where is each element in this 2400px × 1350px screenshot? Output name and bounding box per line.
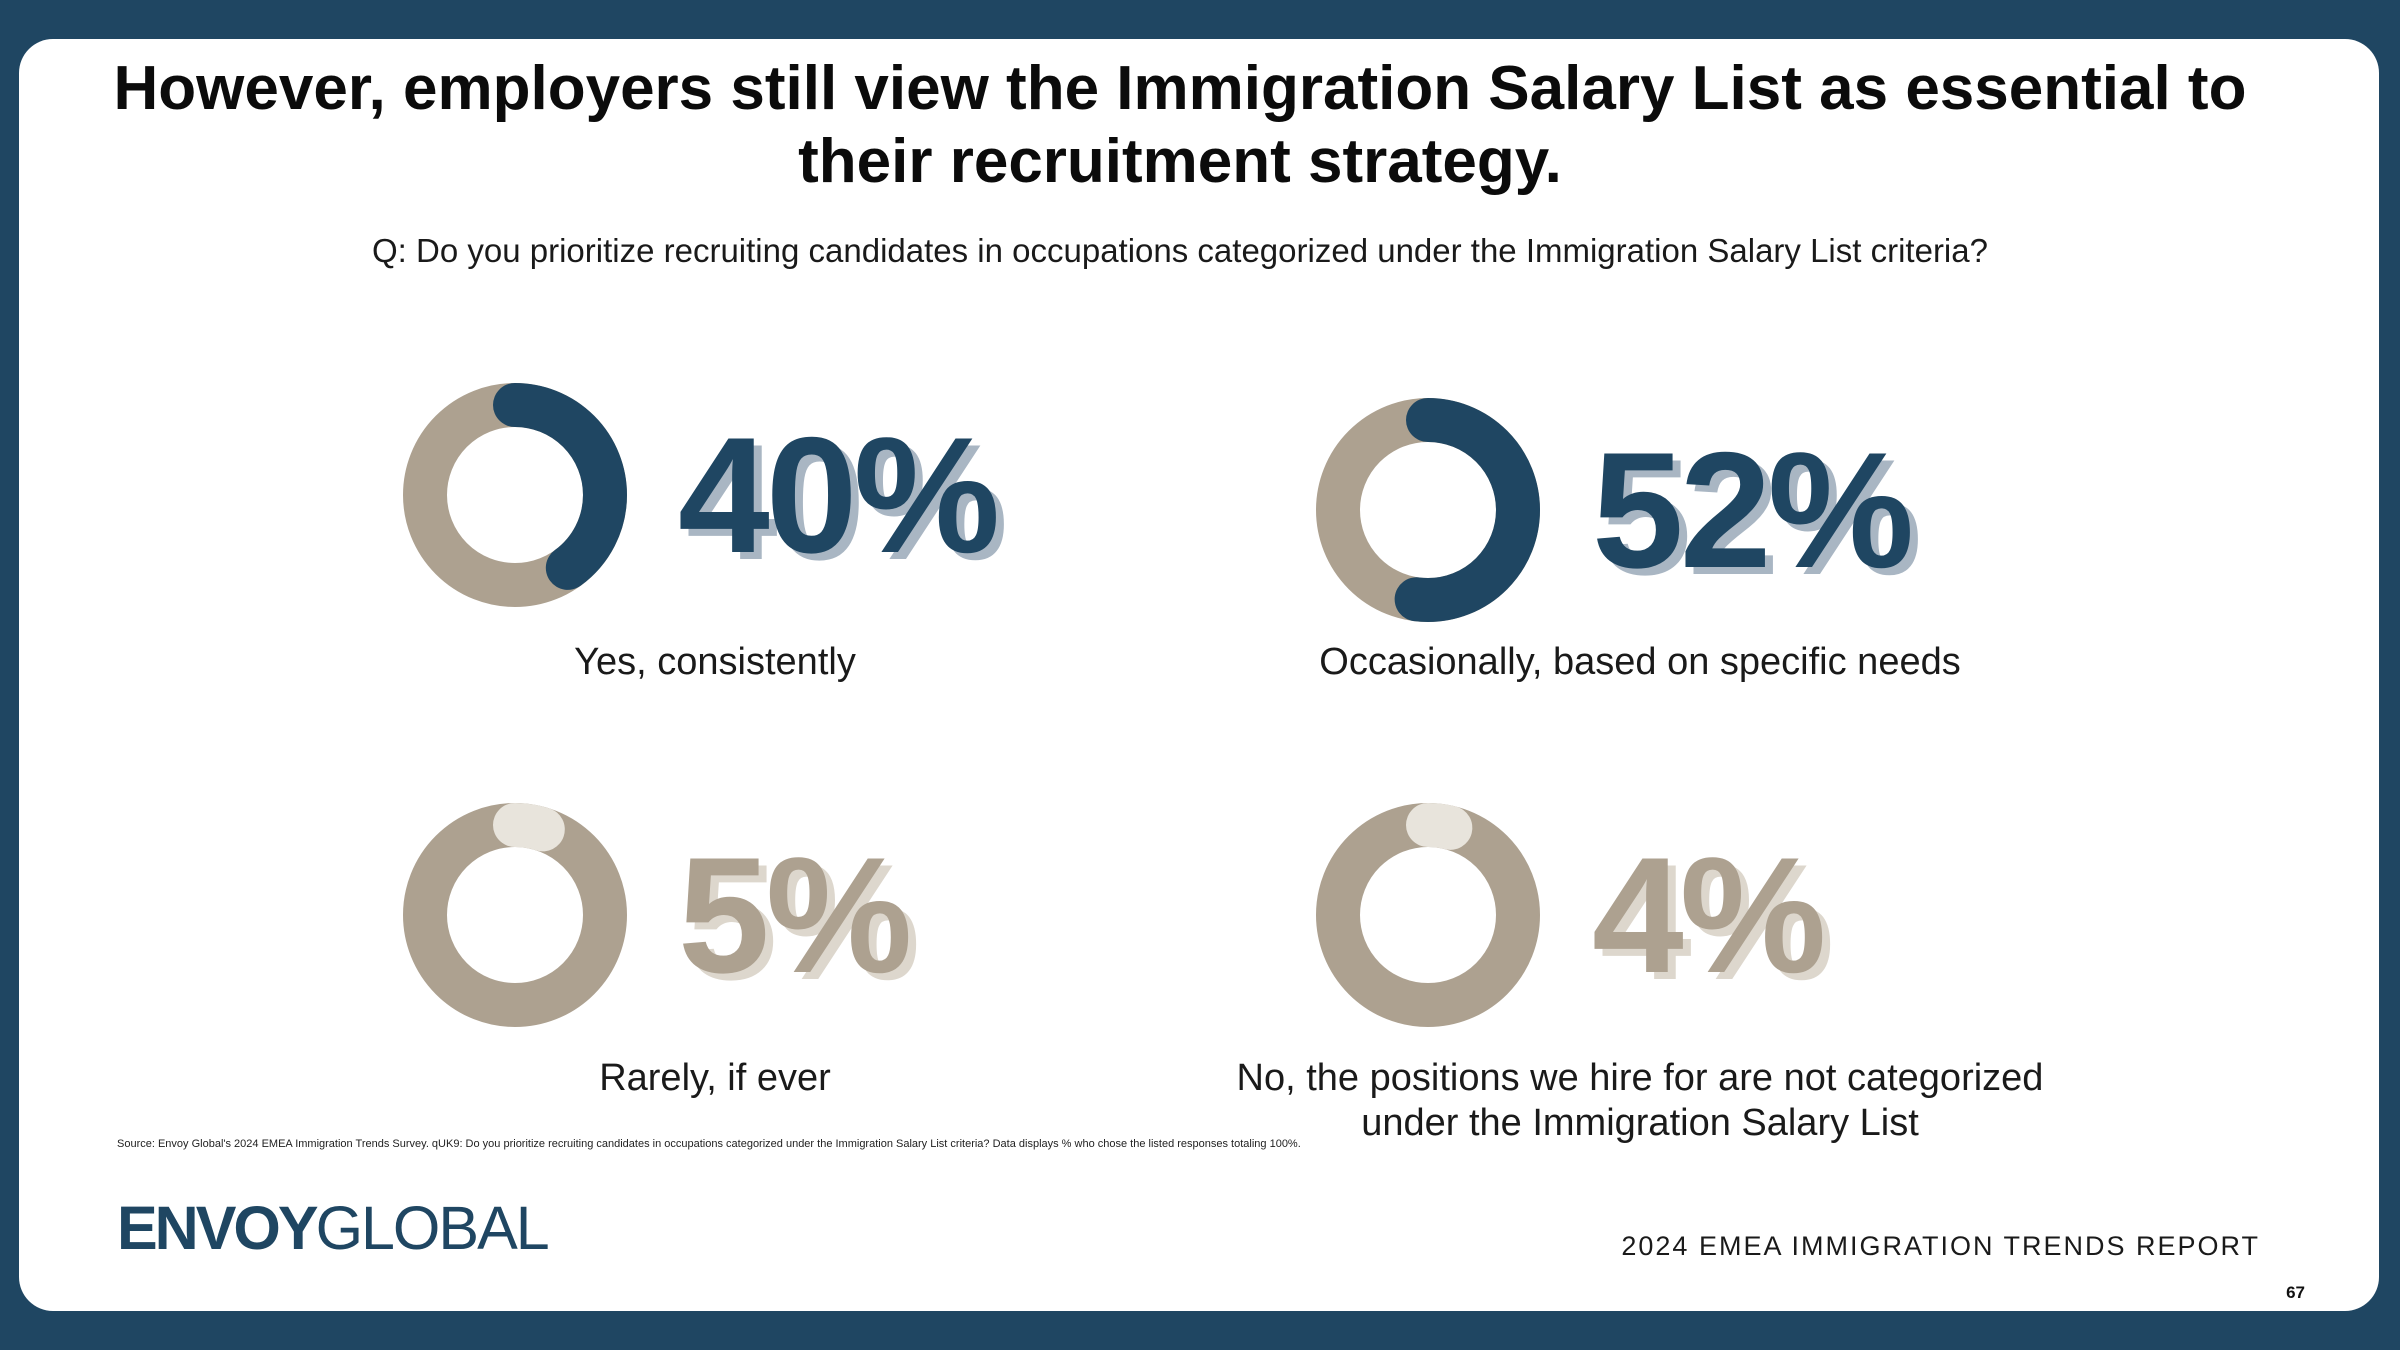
envoy-global-logo: ENVOYGLOBAL [117,1193,550,1263]
donut-chart-4 [1316,803,1540,1027]
donut-chart-2 [1316,398,1540,622]
donut-chart-3 [403,803,627,1027]
donut-segment-2 [1316,398,1540,622]
percentage-value-4: 4% [1592,823,1826,1007]
percentage-value-1: 40% [678,403,1000,587]
response-label-2: Occasionally, based on specific needs [1319,641,1961,683]
response-label-4: No, the positions we hire for are not ca… [1236,1057,2044,1144]
donut-segment-4 [1316,803,1540,1027]
logo-light-text: GLOBAL [315,1194,550,1262]
donut-segment-3 [403,803,627,1027]
percentage-value-3: 5% [678,823,912,1007]
page-number: 67 [2286,1283,2305,1302]
slide-card [19,39,2379,1311]
slide-title: However, employers still view the Immigr… [113,54,2247,196]
response-label-3: Rarely, if ever [599,1057,831,1099]
response-label-1: Yes, consistently [574,641,856,683]
report-title: 2024 EMEA IMMIGRATION TRENDS REPORT [1621,1231,2260,1261]
donut-segment-1 [403,383,627,607]
percentage-value-2: 52% [1592,418,1914,602]
logo-bold-text: ENVOY [117,1194,319,1262]
donut-remainder-3 [403,803,627,1027]
donut-chart-1 [403,383,627,607]
donut-remainder-4 [1316,803,1540,1027]
source-note: Source: Envoy Global's 2024 EMEA Immigra… [117,1138,1301,1150]
survey-question: Q: Do you prioritize recruiting candidat… [372,232,1988,269]
